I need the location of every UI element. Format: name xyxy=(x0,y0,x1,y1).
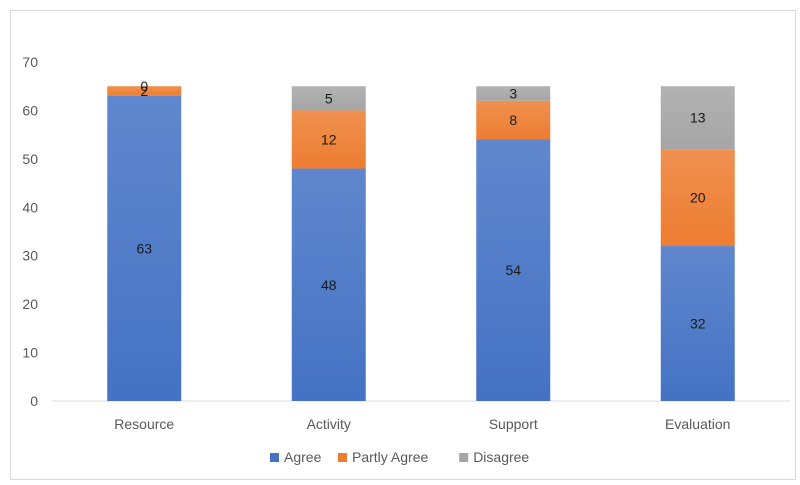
legend-label: Partly Agree xyxy=(352,449,428,465)
data-label-disagree: 5 xyxy=(325,90,333,106)
data-label-disagree: 13 xyxy=(690,110,706,126)
x-tick-label: Evaluation xyxy=(665,416,730,432)
legend-swatch-disagree xyxy=(459,453,469,462)
data-label-disagree: 0 xyxy=(140,78,148,94)
y-tick-label: 10 xyxy=(22,345,38,361)
bar-partly-agree-resource xyxy=(107,86,182,96)
bar-disagree-activity xyxy=(291,86,366,111)
data-label-partly-agree: 8 xyxy=(509,112,517,128)
y-tick-label: 20 xyxy=(22,296,38,312)
bar-agree-activity xyxy=(291,168,366,401)
bar-partly-agree-activity xyxy=(291,110,366,169)
y-tick-label: 50 xyxy=(22,151,38,167)
legend-label: Agree xyxy=(284,449,322,465)
x-tick-label: Resource xyxy=(114,416,174,432)
data-label-partly-agree: 2 xyxy=(140,83,148,99)
legend-swatch-agree xyxy=(270,453,279,462)
y-tick-label: 60 xyxy=(22,102,38,118)
bar-partly-agree-support xyxy=(476,100,551,140)
data-label-disagree: 3 xyxy=(509,85,517,101)
y-tick-label: 0 xyxy=(30,393,38,409)
bar-disagree-evaluation xyxy=(660,86,735,150)
data-label-agree: 54 xyxy=(505,262,521,278)
y-tick-label: 30 xyxy=(22,248,38,264)
bar-agree-resource xyxy=(107,95,182,402)
data-label-agree: 32 xyxy=(690,316,706,332)
y-tick-label: 40 xyxy=(22,199,38,215)
bar-partly-agree-evaluation xyxy=(660,149,735,247)
legend-swatch-partly-agree xyxy=(338,453,347,462)
data-label-partly-agree: 12 xyxy=(321,131,337,147)
bar-disagree-support xyxy=(476,86,551,101)
data-label-agree: 48 xyxy=(321,277,337,293)
data-label-agree: 63 xyxy=(136,240,152,256)
x-tick-label: Activity xyxy=(307,416,351,432)
data-label-partly-agree: 20 xyxy=(690,190,706,206)
bar-agree-evaluation xyxy=(660,246,735,401)
y-tick-label: 70 xyxy=(22,54,38,70)
bar-agree-support xyxy=(476,139,551,401)
legend-label: Disagree xyxy=(473,449,529,465)
x-tick-label: Support xyxy=(489,416,538,432)
